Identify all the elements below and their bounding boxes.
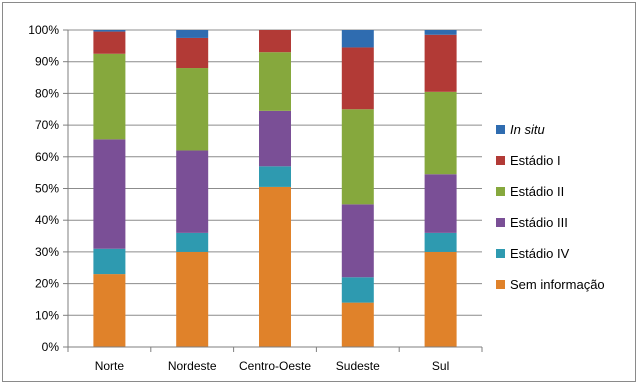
- legend-swatch: [496, 187, 505, 196]
- bar-segment: [93, 30, 126, 32]
- bar-segment: [259, 186, 291, 347]
- x-tick-label: Norte: [95, 359, 125, 373]
- bar-segment: [424, 174, 457, 233]
- bar-segment: [424, 232, 457, 252]
- legend-label: Estádio I: [510, 153, 561, 168]
- y-axis-ticks: 0% 10% 20% 30% 40% 50% 60% 70% 80% 90% 100%: [28, 23, 68, 354]
- bar-segment: [341, 47, 374, 110]
- bar-segment: [176, 232, 209, 252]
- bar-segment: [259, 52, 291, 111]
- legend-label: Estádio III: [510, 215, 568, 230]
- bar-segment: [259, 110, 291, 167]
- y-tick-label: 70%: [35, 118, 59, 132]
- bar-segment: [341, 204, 374, 278]
- bar-segment: [176, 37, 209, 69]
- y-tick-label: 100%: [28, 23, 59, 37]
- y-tick-label: 60%: [35, 150, 59, 164]
- bar-segment: [93, 274, 126, 347]
- x-axis-ticks: Norte Nordeste Centro-Oeste Sudeste Sul: [67, 347, 483, 373]
- legend-label: Estádio II: [510, 184, 564, 199]
- y-tick-label: 20%: [35, 277, 59, 291]
- bar-segment: [93, 53, 126, 140]
- legend-label: Sem informação: [510, 277, 605, 292]
- legend-swatch: [496, 156, 505, 165]
- y-tick-label: 90%: [35, 55, 59, 69]
- bars: [93, 30, 457, 347]
- bar-segment: [176, 251, 209, 347]
- bar-segment: [259, 30, 291, 53]
- legend-label: In situ: [510, 122, 545, 137]
- bar-segment: [341, 30, 374, 48]
- bar-segment: [93, 248, 126, 275]
- legend: In situ Estádio I Estádio II Estádio III Est…: [496, 122, 605, 292]
- bar-segment: [176, 30, 209, 38]
- bar-segment: [93, 139, 126, 249]
- legend-swatch: [496, 218, 505, 227]
- axes: [67, 30, 482, 348]
- x-tick-label: Nordeste: [168, 359, 217, 373]
- bar-segment: [424, 251, 457, 347]
- bar-segment: [176, 150, 209, 233]
- x-tick-label: Sudeste: [336, 359, 380, 373]
- bar-segment: [424, 91, 457, 175]
- legend-swatch: [496, 249, 505, 258]
- legend-swatch: [496, 280, 505, 289]
- legend-swatch: [496, 125, 505, 134]
- bar-segment: [341, 277, 374, 303]
- legend-label: Estádio IV: [510, 246, 570, 261]
- bar-segment: [341, 109, 374, 205]
- bar-segment: [259, 166, 291, 187]
- y-tick-label: 80%: [35, 86, 59, 100]
- x-tick-label: Sul: [432, 359, 449, 373]
- bar-segment: [341, 302, 374, 347]
- y-tick-label: 50%: [35, 182, 59, 196]
- x-tick-label: Centro-Oeste: [239, 359, 311, 373]
- bar-segment: [424, 34, 457, 92]
- bar-segment: [176, 68, 209, 151]
- y-tick-label: 30%: [35, 245, 59, 259]
- y-tick-label: 0%: [42, 340, 60, 354]
- y-tick-label: 40%: [35, 213, 59, 227]
- y-tick-label: 10%: [35, 308, 59, 322]
- bar-segment: [424, 30, 457, 35]
- bar-segment: [93, 31, 126, 54]
